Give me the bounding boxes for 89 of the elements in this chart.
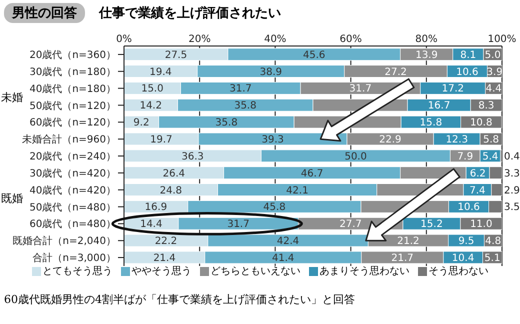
data-label: 10.6	[456, 66, 478, 78]
x-tick-label: 40%	[264, 34, 286, 45]
y-tick-label: 既婚合計（n=2,040）	[12, 235, 116, 248]
data-label: 5.1	[484, 252, 500, 264]
y-tick-label: 50歳代（n=120）	[29, 100, 116, 112]
data-label: 21.4	[153, 252, 176, 264]
data-label: 31.7	[227, 219, 250, 230]
data-label: 13.9	[415, 50, 438, 61]
x-tick-label: 80%	[415, 34, 438, 45]
data-label: 46.7	[300, 168, 324, 180]
data-label: 39.3	[262, 134, 284, 146]
data-label: 21.2	[397, 236, 420, 248]
data-label: 15.2	[420, 219, 443, 230]
x-tick-label: 100%	[488, 34, 516, 45]
data-label: 5.8	[483, 134, 499, 146]
data-label: 35.8	[234, 100, 256, 112]
data-label: 27.7	[339, 219, 362, 230]
data-label: 21.7	[391, 252, 414, 264]
y-tick-label: 未婚合計（n=960）	[22, 134, 116, 146]
chart-subtitle: 男性の回答	[4, 3, 85, 23]
data-label: 7.9	[457, 151, 474, 162]
y-tick-label: 40歳代（n=420）	[29, 184, 116, 196]
text: 60歳代既婚男性の4割半ばが「仕事で業績を上げ評価されたい」と回答	[4, 292, 355, 307]
data-label: 41.4	[272, 252, 294, 264]
data-label: 16.7	[428, 100, 450, 112]
data-label: 10.6	[458, 202, 480, 214]
data-label: 9.2	[133, 118, 150, 129]
data-label: 19.4	[150, 66, 172, 78]
data-label: 8.3	[478, 100, 494, 112]
text: 未婚	[1, 90, 23, 105]
data-label: 27.2	[384, 66, 407, 78]
data-label: 42.1	[286, 185, 308, 196]
data-label: 4.4	[486, 84, 502, 95]
data-label: 22.2	[154, 236, 178, 248]
data-label: 14.4	[140, 219, 162, 230]
data-label: 9.5	[458, 236, 474, 248]
data-label: 42.4	[276, 236, 300, 248]
data-label: 3.5	[504, 202, 520, 214]
data-label: 17.2	[442, 84, 464, 95]
data-label: 6.2	[470, 168, 486, 180]
y-tick-label: 60歳代（n=480）	[29, 218, 116, 230]
data-label: 15.8	[420, 118, 442, 129]
data-label: 4.8	[485, 236, 502, 248]
data-label: 31.7	[349, 84, 372, 95]
y-tick-label: 30歳代（n=420）	[29, 167, 116, 180]
data-label: 8.1	[460, 50, 476, 61]
data-label: 16.9	[144, 202, 168, 214]
y-tick-label: 40歳代（n=180）	[29, 82, 116, 95]
data-label: 26.4	[162, 168, 186, 180]
data-label: 24.8	[160, 185, 182, 196]
data-label: 31.7	[229, 84, 252, 95]
data-label: 12.3	[446, 134, 468, 146]
data-label: 35.8	[215, 118, 238, 129]
legend-label: あまりそう思わない	[318, 265, 410, 278]
data-label: 45.6	[303, 50, 326, 61]
data-label: 0.4	[504, 151, 520, 162]
legend-label: とてもそう思う	[42, 265, 112, 278]
legend-label: そう思わない	[428, 265, 488, 278]
legend-label: どちらともいえない	[210, 265, 300, 278]
y-tick-label: 30歳代（n=180）	[29, 66, 116, 78]
chart-title: 仕事で業績を上げ評価されたい	[99, 5, 281, 22]
y-tick-label: 合計（n=3,000）	[32, 252, 116, 264]
text: 既婚	[1, 191, 23, 206]
data-label: 7.4	[469, 185, 486, 196]
data-label: 10.8	[470, 118, 492, 129]
data-label: 2.9	[504, 185, 520, 196]
legend-label: ややそう思う	[130, 265, 192, 278]
y-tick-label: 60歳代（n=120）	[29, 116, 116, 129]
x-tick-label: 20%	[188, 34, 211, 45]
y-tick-label: 50歳代（n=480）	[29, 201, 116, 214]
data-label: 5.0	[484, 50, 501, 61]
data-label: 10.4	[452, 252, 474, 264]
data-label: 27.5	[164, 50, 188, 61]
data-label: 14.2	[140, 100, 162, 112]
data-label: 22.9	[379, 134, 402, 146]
data-label: 38.9	[260, 66, 282, 78]
data-label: 3.3	[504, 168, 520, 180]
y-tick-label: 20歳代（n=240）	[29, 150, 116, 163]
data-label: 11.0	[470, 219, 492, 230]
data-label: 36.3	[181, 151, 204, 162]
data-label: 19.7	[150, 134, 172, 146]
x-tick-label: 0%	[116, 34, 132, 45]
data-label: 3.9	[486, 66, 503, 78]
data-label: 5.4	[482, 151, 498, 162]
data-label: 15.0	[141, 84, 164, 95]
x-tick-label: 60%	[340, 34, 362, 45]
y-tick-label: 20歳代（n=360）	[29, 49, 116, 62]
data-label: 50.0	[344, 151, 367, 162]
data-label: 45.8	[263, 202, 286, 214]
